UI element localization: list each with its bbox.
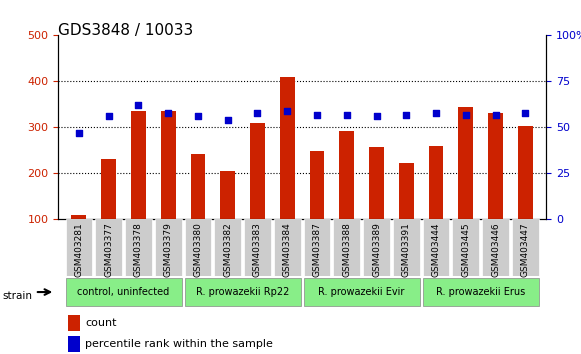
Point — [342, 112, 352, 118]
Point — [104, 114, 113, 119]
FancyBboxPatch shape — [185, 278, 300, 306]
Bar — [458, 107, 474, 266]
Bar — [131, 111, 146, 266]
Bar — [339, 131, 354, 266]
Text: GSM403388: GSM403388 — [342, 222, 352, 277]
Bar — [191, 154, 206, 266]
FancyBboxPatch shape — [66, 278, 182, 306]
Point — [521, 110, 530, 115]
Bar — [488, 113, 503, 266]
Point — [431, 110, 440, 115]
FancyBboxPatch shape — [422, 278, 539, 306]
Text: control, uninfected: control, uninfected — [77, 287, 170, 297]
Point — [253, 110, 262, 115]
Point — [313, 112, 322, 118]
Bar — [399, 163, 414, 266]
Text: GSM403384: GSM403384 — [283, 222, 292, 277]
FancyBboxPatch shape — [482, 219, 509, 276]
Point — [401, 112, 411, 118]
Text: GSM403389: GSM403389 — [372, 222, 381, 277]
Text: GDS3848 / 10033: GDS3848 / 10033 — [58, 23, 193, 38]
Text: GSM403391: GSM403391 — [402, 222, 411, 277]
Text: count: count — [85, 318, 116, 328]
Point — [164, 110, 173, 115]
Bar — [101, 159, 116, 266]
FancyBboxPatch shape — [66, 219, 92, 276]
Point — [491, 112, 500, 118]
Point — [223, 117, 232, 123]
FancyBboxPatch shape — [333, 219, 360, 276]
Text: percentile rank within the sample: percentile rank within the sample — [85, 339, 273, 349]
Bar — [280, 77, 295, 266]
Text: GSM403380: GSM403380 — [193, 222, 202, 277]
FancyBboxPatch shape — [125, 219, 152, 276]
FancyBboxPatch shape — [274, 219, 300, 276]
Text: GSM403382: GSM403382 — [223, 222, 232, 277]
Bar — [68, 315, 80, 331]
Text: R. prowazekii Rp22: R. prowazekii Rp22 — [196, 287, 289, 297]
FancyBboxPatch shape — [393, 219, 419, 276]
Text: GSM403387: GSM403387 — [313, 222, 321, 277]
Point — [461, 112, 471, 118]
FancyBboxPatch shape — [95, 219, 122, 276]
Bar — [71, 215, 87, 266]
FancyBboxPatch shape — [304, 219, 331, 276]
FancyBboxPatch shape — [363, 219, 390, 276]
Text: GSM403445: GSM403445 — [461, 222, 470, 277]
Text: GSM403447: GSM403447 — [521, 222, 530, 277]
FancyBboxPatch shape — [155, 219, 182, 276]
Bar — [68, 336, 80, 352]
Point — [193, 114, 203, 119]
Point — [134, 103, 143, 108]
Text: GSM403444: GSM403444 — [432, 222, 440, 277]
Text: GSM403281: GSM403281 — [74, 222, 84, 277]
Text: GSM403379: GSM403379 — [164, 222, 173, 277]
FancyBboxPatch shape — [304, 278, 419, 306]
Bar — [220, 171, 235, 266]
Text: R. prowazekii Evir: R. prowazekii Evir — [318, 287, 405, 297]
Bar — [429, 146, 443, 266]
Text: GSM403378: GSM403378 — [134, 222, 143, 277]
Bar — [161, 111, 175, 266]
FancyBboxPatch shape — [453, 219, 479, 276]
Bar — [250, 123, 265, 266]
Bar — [518, 126, 533, 266]
Point — [372, 114, 381, 119]
Bar — [369, 147, 384, 266]
Text: strain: strain — [3, 291, 33, 301]
FancyBboxPatch shape — [214, 219, 241, 276]
FancyBboxPatch shape — [512, 219, 539, 276]
Point — [74, 130, 84, 136]
Text: GSM403446: GSM403446 — [491, 222, 500, 277]
Text: GSM403377: GSM403377 — [104, 222, 113, 277]
Text: R. prowazekii Erus: R. prowazekii Erus — [436, 287, 525, 297]
FancyBboxPatch shape — [244, 219, 271, 276]
FancyBboxPatch shape — [185, 219, 211, 276]
Bar — [310, 152, 324, 266]
Point — [282, 108, 292, 114]
FancyBboxPatch shape — [422, 219, 450, 276]
Text: GSM403383: GSM403383 — [253, 222, 262, 277]
